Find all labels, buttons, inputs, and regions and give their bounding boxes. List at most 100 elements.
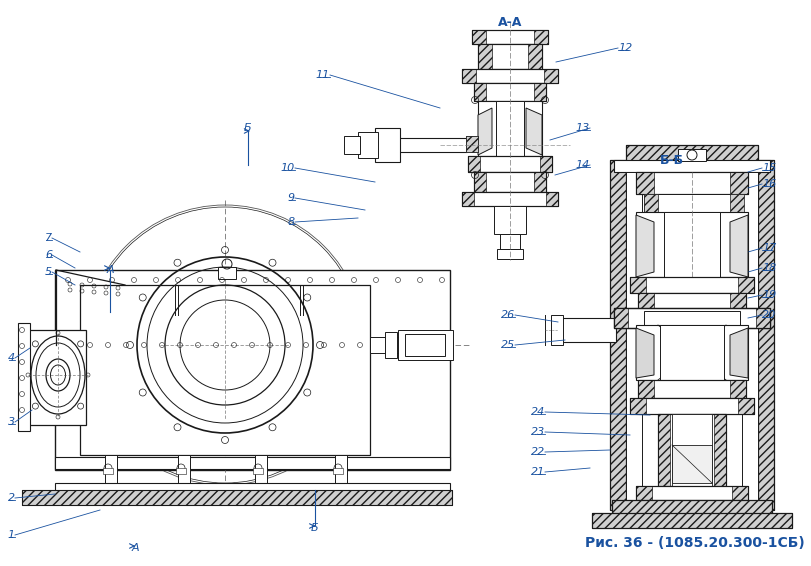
Bar [384,332,397,358]
Bar [637,380,745,398]
Bar [713,414,725,486]
Bar [474,172,545,192]
Bar [545,192,557,206]
Bar [496,249,522,259]
Bar [370,337,444,353]
Bar [496,101,523,156]
Bar [18,323,30,431]
Text: 18: 18 [761,263,775,273]
Bar [613,308,769,328]
Text: А: А [106,265,114,275]
Bar [635,172,747,194]
Bar [467,156,479,172]
Text: 12: 12 [617,43,632,53]
Bar [474,83,545,101]
Bar [461,192,557,206]
Polygon shape [729,215,747,277]
Bar [757,160,773,510]
Bar [737,277,753,293]
Bar [534,30,547,44]
Text: 10: 10 [281,163,294,173]
Bar [551,315,562,345]
Text: 21: 21 [530,467,544,477]
Bar [478,101,541,156]
Bar [55,270,449,470]
Bar [677,149,705,161]
Bar [478,44,491,69]
Bar [755,308,769,328]
Bar [625,145,757,163]
Bar [375,128,400,162]
Bar [731,486,747,500]
Bar [643,311,739,325]
Text: 7: 7 [45,233,52,243]
Bar [635,486,651,500]
Text: 5: 5 [45,267,52,277]
Bar [635,325,747,380]
Bar [461,69,557,83]
Bar [729,172,747,194]
Bar [609,160,625,510]
Bar [333,468,342,474]
Bar [663,212,719,277]
Bar [474,83,545,101]
Bar [55,483,449,491]
Bar [500,234,519,249]
Text: Б: Б [311,523,319,533]
Bar [629,277,753,293]
Bar [657,414,669,486]
Text: 1: 1 [8,530,15,540]
Text: 15: 15 [761,163,775,173]
Text: Б: Б [244,123,251,133]
Bar [635,212,747,277]
Bar [471,30,547,44]
Bar [611,500,771,515]
Text: 20: 20 [761,310,775,320]
Bar [22,490,452,505]
Polygon shape [635,328,653,378]
Bar [176,468,186,474]
Bar [467,156,551,172]
Text: 24: 24 [530,407,544,417]
Text: 16: 16 [761,179,775,189]
Bar [629,277,646,293]
Bar [466,136,478,152]
Bar [474,172,545,192]
Bar [635,486,747,500]
Bar [611,500,771,515]
Bar [741,172,757,510]
Bar [637,293,745,311]
Bar [609,160,625,510]
Bar [80,285,370,455]
Bar [729,194,743,212]
Polygon shape [478,108,491,155]
Bar [643,194,657,212]
Bar [471,30,486,44]
Text: 8: 8 [288,217,294,227]
Text: 26: 26 [500,310,514,320]
Bar [591,513,791,528]
Text: 19: 19 [761,290,775,300]
Bar [253,468,263,474]
Bar [397,330,453,360]
Text: 2: 2 [8,493,15,503]
Bar [629,398,753,414]
Bar [729,293,745,311]
Bar [637,293,653,311]
Bar [461,69,557,83]
Text: 22: 22 [530,447,544,457]
Bar [22,490,452,505]
Bar [471,30,547,44]
Polygon shape [729,328,747,378]
Bar [757,160,773,510]
Polygon shape [635,215,653,277]
Bar [625,172,642,510]
Bar [217,267,236,279]
Bar [335,455,346,497]
Bar [657,414,725,486]
Bar [557,318,616,342]
Bar [635,172,653,194]
Bar [629,277,753,293]
Bar [474,83,486,101]
Text: 25: 25 [500,340,514,350]
